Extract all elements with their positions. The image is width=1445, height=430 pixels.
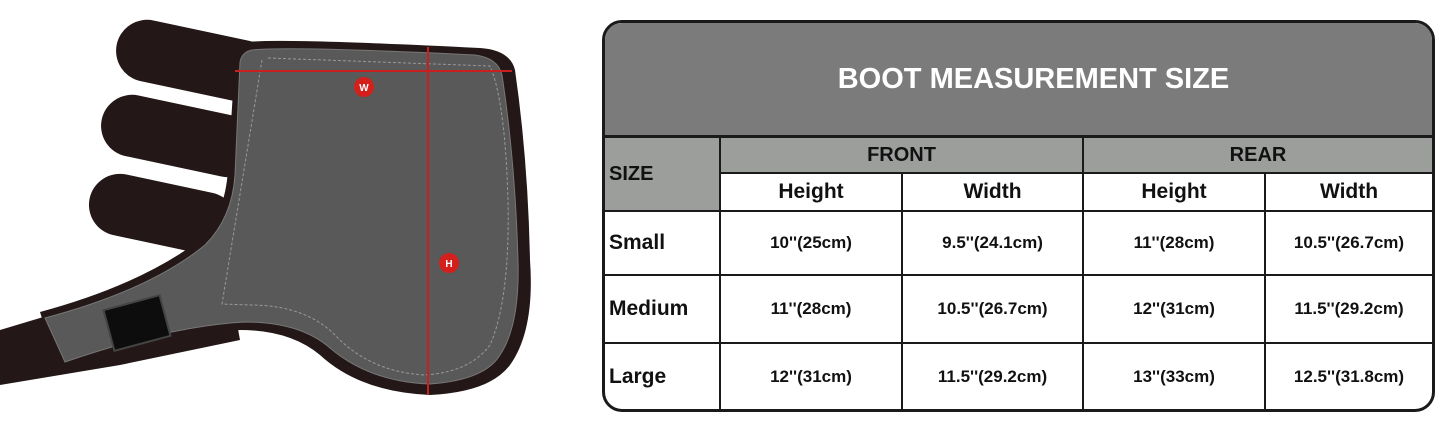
size-label: Medium	[605, 274, 721, 344]
width-marker-label: W	[359, 83, 369, 94]
rear-header: REAR	[1082, 138, 1432, 174]
table-cell: 12''(31cm)	[1082, 274, 1267, 344]
table-cell: 11.5''(29.2cm)	[1264, 274, 1432, 344]
table-cell: 12''(31cm)	[719, 342, 903, 409]
table-row: Large 12''(31cm) 11.5''(29.2cm) 13''(33c…	[605, 342, 1432, 409]
size-chart: BOOT MEASUREMENT SIZE SIZE FRONT REAR He…	[602, 20, 1435, 412]
front-height-header: Height	[720, 172, 903, 212]
rear-width-header: Width	[1264, 172, 1432, 212]
velcro-patch	[102, 293, 172, 353]
size-table: SIZE FRONT REAR Height Width Height Widt…	[605, 138, 1432, 409]
table-cell: 11.5''(29.2cm)	[900, 342, 1085, 409]
size-label: Small	[605, 210, 721, 276]
table-cell: 10.5''(26.7cm)	[900, 274, 1085, 344]
front-header: FRONT	[718, 138, 1085, 174]
boot-illustration: W H	[0, 19, 531, 395]
table-row: Small 10''(25cm) 9.5''(24.1cm) 11''(28cm…	[605, 210, 1432, 276]
table-cell: 11''(28cm)	[1082, 210, 1267, 276]
table-row: Medium 11''(28cm) 10.5''(26.7cm) 12''(31…	[605, 274, 1432, 344]
chart-title: BOOT MEASUREMENT SIZE	[605, 23, 1432, 138]
height-marker-label: H	[445, 259, 452, 270]
width-marker-icon	[354, 77, 374, 97]
table-cell: 11''(28cm)	[719, 274, 903, 344]
table-cell: 13''(33cm)	[1082, 342, 1267, 409]
height-marker-icon	[439, 253, 459, 273]
table-cell: 10''(25cm)	[719, 210, 903, 276]
size-label: Large	[605, 342, 721, 409]
table-cell: 10.5''(26.7cm)	[1264, 210, 1432, 276]
rear-height-header: Height	[1082, 172, 1267, 212]
table-cell: 12.5''(31.8cm)	[1264, 342, 1432, 409]
size-header: SIZE	[605, 138, 721, 212]
table-cell: 9.5''(24.1cm)	[900, 210, 1085, 276]
boot-panel	[44, 48, 519, 385]
front-width-header: Width	[900, 172, 1085, 212]
